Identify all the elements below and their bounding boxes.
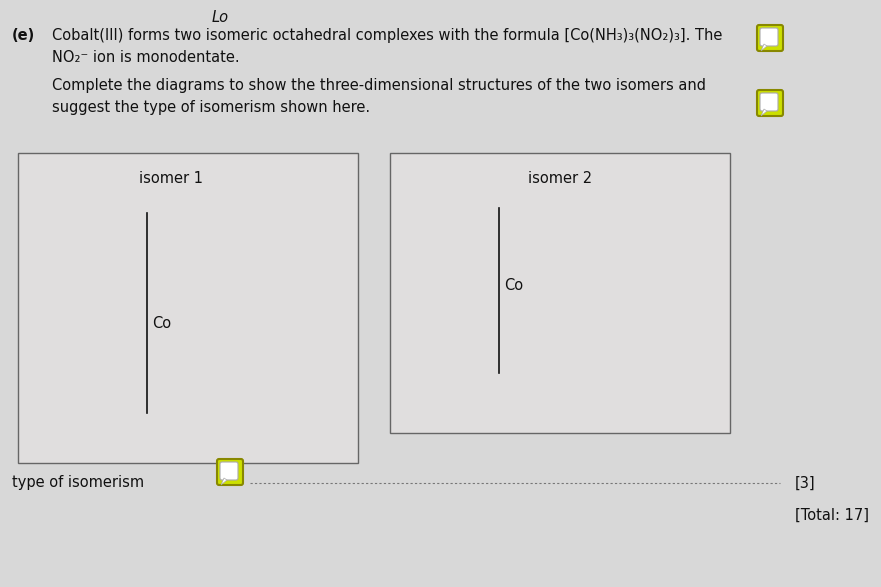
Polygon shape <box>761 44 767 51</box>
Polygon shape <box>761 109 767 116</box>
Text: [3]: [3] <box>795 475 816 491</box>
Text: NO₂⁻ ion is monodentate.: NO₂⁻ ion is monodentate. <box>52 50 240 65</box>
Bar <box>390 153 730 433</box>
FancyBboxPatch shape <box>217 459 243 485</box>
Text: Cobalt(III) forms two isomeric octahedral complexes with the formula [Co(NH₃)₃(N: Cobalt(III) forms two isomeric octahedra… <box>52 28 722 43</box>
FancyBboxPatch shape <box>220 462 238 480</box>
Text: Co: Co <box>504 278 523 293</box>
Text: Complete the diagrams to show the three-dimensional structures of the two isomer: Complete the diagrams to show the three-… <box>52 78 706 93</box>
Text: isomer 1: isomer 1 <box>139 171 203 186</box>
FancyBboxPatch shape <box>757 90 783 116</box>
Polygon shape <box>221 478 227 485</box>
Bar <box>18 153 358 463</box>
Text: suggest the type of isomerism shown here.: suggest the type of isomerism shown here… <box>52 100 370 115</box>
Text: (e): (e) <box>12 28 35 43</box>
FancyBboxPatch shape <box>760 93 778 111</box>
Text: type of isomerism: type of isomerism <box>12 475 144 491</box>
Text: isomer 2: isomer 2 <box>528 171 592 186</box>
Text: Co: Co <box>152 315 171 330</box>
FancyBboxPatch shape <box>757 25 783 51</box>
Text: Lo: Lo <box>211 10 228 25</box>
Text: [Total: 17]: [Total: 17] <box>795 508 869 522</box>
FancyBboxPatch shape <box>760 28 778 46</box>
